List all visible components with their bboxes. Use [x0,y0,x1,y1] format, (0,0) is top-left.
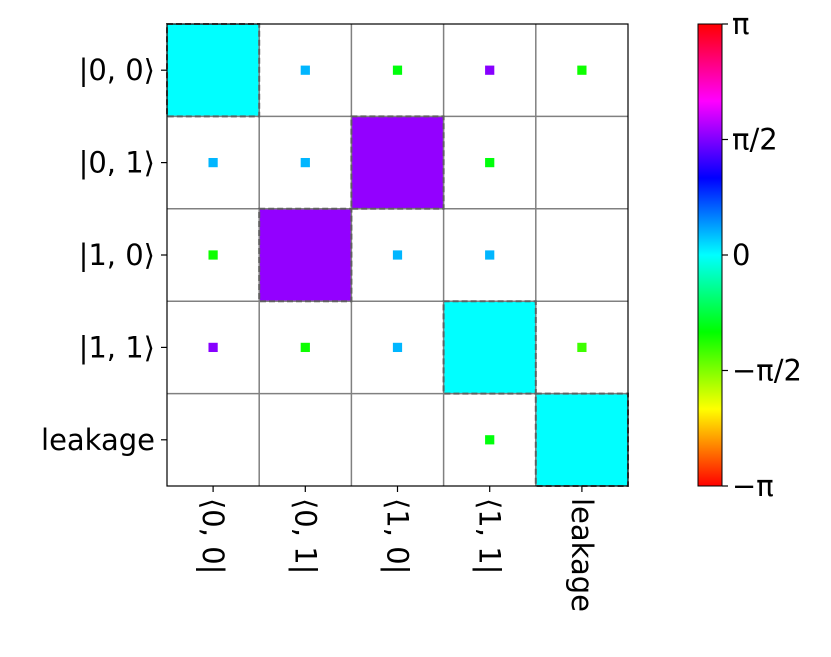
y-tick-label: |0, 1⟩ [79,146,155,180]
highlight-1-2 [350,115,445,210]
cell-1-2 [351,116,444,209]
cell-4-3 [485,435,495,445]
colorbar: π π/2 0 −π/2 −π [697,7,802,503]
x-tick-label: ⟨0, 1| [288,498,322,574]
cell-2-2 [392,250,403,260]
cell-0-2 [392,65,403,75]
cell-0-3 [485,65,495,75]
y-tick-label: |1, 0⟩ [79,238,155,272]
cell-1-3 [485,157,495,168]
cell-0-0 [167,24,260,117]
y-axis: |0, 0⟩ |0, 1⟩ |1, 0⟩ |1, 1⟩ leakage [41,53,167,457]
colorbar-tick-label: π/2 [732,122,778,156]
cell-3-3 [443,301,536,394]
cell-2-3 [485,250,495,260]
x-axis: ⟨0, 0| ⟨0, 1| ⟨1, 0| ⟨1, 1| leakage [196,486,599,612]
cell-3-0 [208,342,218,353]
highlight-3-3 [442,300,537,395]
cell-2-0 [208,250,218,260]
y-tick-label: leakage [41,423,155,457]
y-tick-label: |0, 0⟩ [79,53,155,87]
y-tick-label: |1, 1⟩ [79,330,155,364]
colorbar-tick-label: 0 [732,238,750,272]
colorbar-tick-label: −π [732,469,774,503]
cell-0-4 [577,65,587,75]
highlight-2-1 [258,207,353,303]
x-tick-label: ⟨1, 1| [473,498,507,574]
colorbar-gradient [697,23,723,487]
colorbar-tick-label: π [732,7,749,41]
cell-2-1 [259,208,352,302]
x-tick-label: leakage [565,498,599,612]
cell-3-1 [300,342,310,353]
cell-3-4 [577,342,587,353]
heatmap-cells [167,24,628,486]
colorbar-tick-label: −π/2 [732,354,802,388]
x-tick-label: ⟨1, 0| [381,498,415,574]
cell-3-2 [392,342,403,353]
x-tick-label: ⟨0, 0| [196,498,230,574]
cell-0-1 [300,65,310,75]
cell-1-0 [208,157,218,168]
cell-1-1 [300,157,310,168]
cell-4-4 [535,393,628,486]
